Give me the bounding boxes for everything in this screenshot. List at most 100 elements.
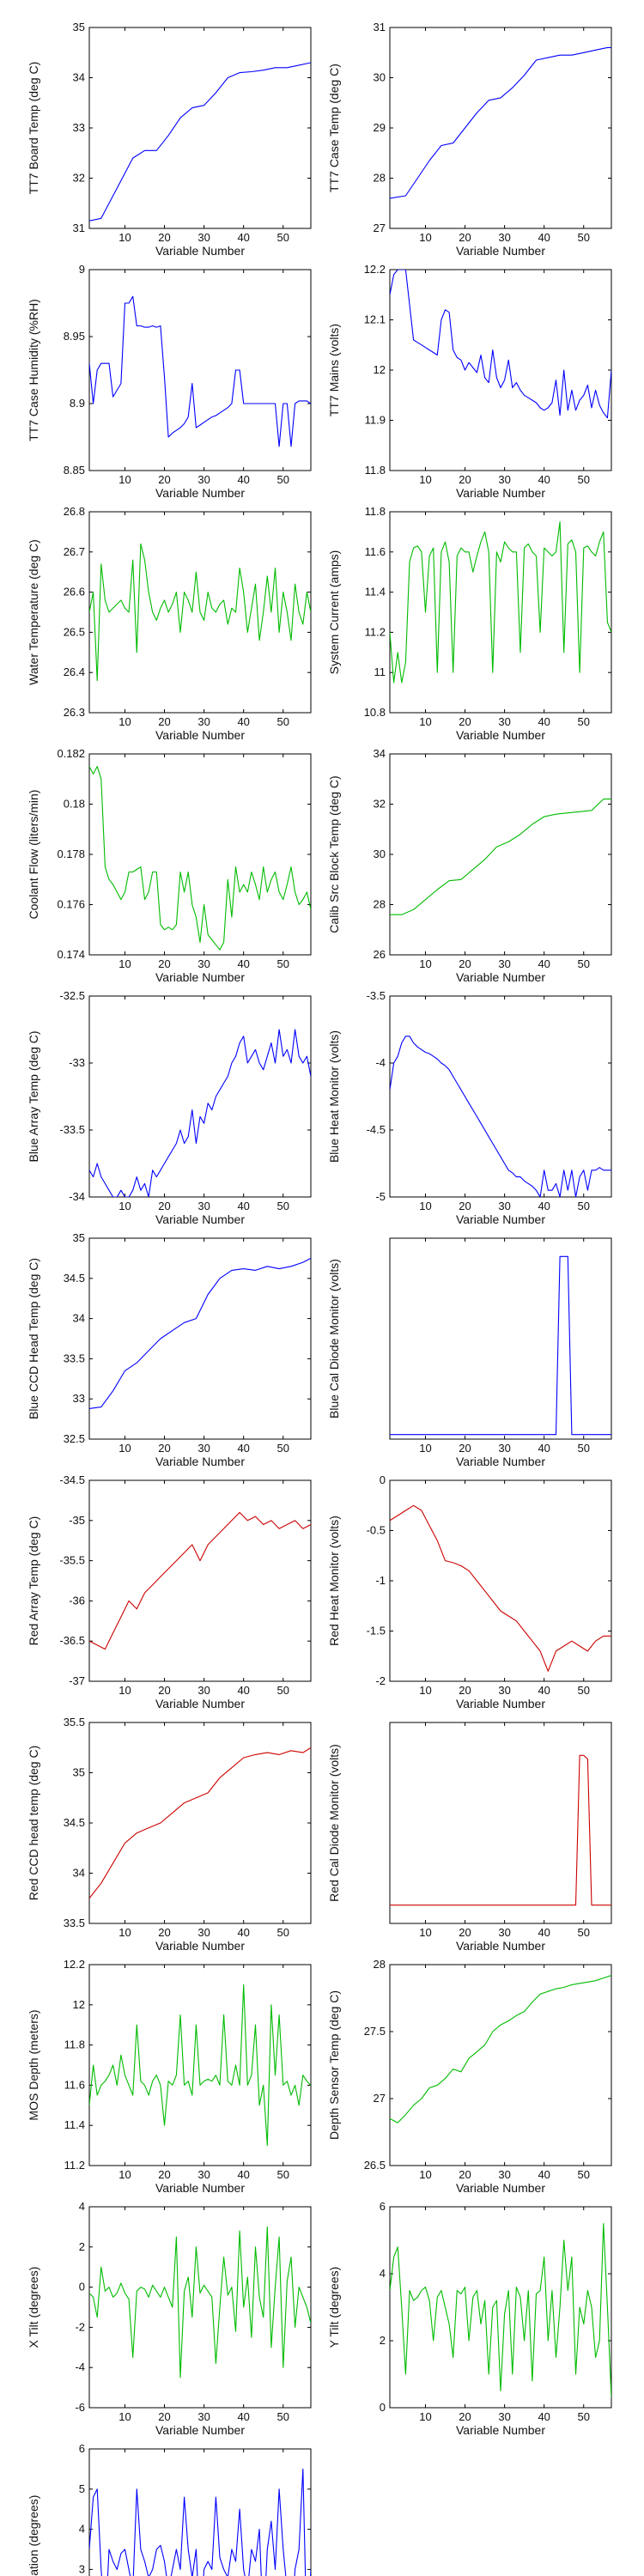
x-tick-label: 30 bbox=[498, 1684, 510, 1697]
y-tick-label: 30 bbox=[374, 71, 386, 84]
y-tick-label: 27.5 bbox=[364, 2025, 386, 2038]
y-tick-label: 4 bbox=[380, 2267, 386, 2280]
x-tick-label: 50 bbox=[578, 1926, 590, 1939]
chart-panel-2: 10 20 30 40 50 27 28 29 30 31 Variable Number TT7 C… bbox=[327, 21, 612, 258]
chart-panel-9: 10 20 30 40 50 -34 -33.5 -33 -32.5 Variable Numbe… bbox=[27, 989, 312, 1226]
series-line bbox=[89, 1747, 311, 1899]
x-tick-label: 10 bbox=[419, 715, 431, 728]
x-tick-label: 50 bbox=[277, 473, 289, 486]
y-tick-label: 35 bbox=[73, 1766, 85, 1779]
x-tick-label: 20 bbox=[459, 1684, 471, 1697]
y-tick-label: -36.5 bbox=[59, 1634, 85, 1647]
y-tick-label: 11.2 bbox=[64, 2159, 85, 2172]
chart-panel-8: 10 20 30 40 50 26 28 30 32 34 Variable Number Calib… bbox=[327, 747, 612, 984]
x-tick-label: 40 bbox=[237, 473, 249, 486]
x-tick-label: 20 bbox=[158, 1926, 170, 1939]
x-tick-label: 20 bbox=[158, 1684, 170, 1697]
y-tick-label: -35 bbox=[69, 1514, 85, 1527]
plot-frame bbox=[88, 753, 312, 956]
x-tick-label: 30 bbox=[498, 231, 510, 244]
y-tick-label: -1.5 bbox=[367, 1625, 386, 1637]
y-tick-label: -36 bbox=[69, 1594, 85, 1607]
plot-frame bbox=[88, 269, 312, 471]
y-tick-label: 35.5 bbox=[64, 1716, 85, 1728]
series-line bbox=[89, 2468, 311, 2576]
x-tick-label: 40 bbox=[237, 1200, 249, 1212]
y-tick-label: -4 bbox=[375, 1056, 386, 1069]
chart-panel-1: 10 20 30 40 50 31 32 33 34 35 Variable Number TT7 B… bbox=[27, 21, 312, 258]
x-axis-label: Variable Number bbox=[155, 244, 245, 258]
y-tick-label: 28 bbox=[374, 898, 386, 911]
x-axis-label: Variable Number bbox=[456, 244, 545, 258]
y-axis-label: TT7 Mains (volts) bbox=[327, 324, 341, 416]
x-axis-label: Variable Number bbox=[456, 970, 545, 984]
x-tick-label: 10 bbox=[118, 1684, 131, 1697]
chart-panel-7: 10 20 30 40 50 0.174 0.176 0.178 0.18 0.182 Variab… bbox=[27, 747, 312, 984]
x-tick-label: 30 bbox=[197, 231, 210, 244]
x-tick-label: 20 bbox=[459, 1442, 471, 1455]
y-tick-label: 11.6 bbox=[64, 2078, 85, 2091]
y-tick-label: 8.85 bbox=[64, 464, 85, 477]
y-tick-label: 0 bbox=[79, 2281, 85, 2293]
x-tick-label: 10 bbox=[419, 473, 431, 486]
series-line bbox=[390, 46, 611, 199]
x-tick-label: 30 bbox=[498, 1200, 510, 1212]
x-tick-label: 20 bbox=[459, 715, 471, 728]
x-tick-label: 50 bbox=[578, 2410, 590, 2423]
x-tick-label: 50 bbox=[578, 2168, 590, 2181]
series-line bbox=[89, 62, 311, 222]
x-tick-label: 10 bbox=[419, 1684, 431, 1697]
plot-frame bbox=[88, 995, 312, 1198]
y-tick-label: -1 bbox=[375, 1574, 386, 1587]
y-tick-label: 29 bbox=[374, 121, 386, 134]
plot-frame bbox=[88, 1479, 312, 1682]
x-tick-label: 50 bbox=[578, 231, 590, 244]
x-tick-label: 40 bbox=[237, 957, 249, 970]
y-axis-label: Red Cal Diode Monitor (volts) bbox=[327, 1744, 341, 1902]
x-tick-label: 40 bbox=[237, 1684, 249, 1697]
x-tick-label: 40 bbox=[538, 231, 550, 244]
y-tick-label: 0 bbox=[380, 2401, 386, 2414]
x-axis-label: Variable Number bbox=[155, 1212, 245, 1226]
y-tick-label: 31 bbox=[73, 222, 85, 234]
chart-panel-14: 10 20 30 40 50 -2 -1.5 -1 -0.5 0 Variable Number Re… bbox=[327, 1473, 612, 1710]
x-tick-label: 10 bbox=[118, 957, 131, 970]
y-tick-label: 31 bbox=[374, 21, 386, 33]
x-tick-label: 20 bbox=[158, 1442, 170, 1455]
y-tick-label: 32.5 bbox=[64, 1432, 85, 1445]
y-tick-label: 27 bbox=[374, 222, 386, 234]
y-axis-label: System Current (amps) bbox=[327, 550, 341, 675]
series-line bbox=[89, 766, 311, 951]
y-tick-label: 26.3 bbox=[64, 706, 85, 719]
x-tick-label: 50 bbox=[277, 231, 289, 244]
x-tick-label: 50 bbox=[578, 473, 590, 486]
series-line bbox=[390, 2222, 611, 2398]
y-tick-label: 26.4 bbox=[64, 665, 85, 678]
x-axis-label: Variable Number bbox=[456, 728, 545, 742]
y-axis-label: Y Tilt (degrees) bbox=[327, 2267, 341, 2348]
y-tick-label: -35.5 bbox=[59, 1554, 85, 1567]
x-tick-label: 30 bbox=[498, 473, 510, 486]
x-tick-label: 10 bbox=[419, 957, 431, 970]
x-tick-label: 10 bbox=[118, 2168, 131, 2181]
y-tick-label: 34.5 bbox=[64, 1272, 85, 1285]
y-tick-label: 11.6 bbox=[365, 545, 386, 558]
x-tick-label: 40 bbox=[538, 1200, 550, 1212]
plot-frame bbox=[389, 1722, 612, 1924]
x-tick-label: 20 bbox=[158, 715, 170, 728]
series-line bbox=[390, 521, 611, 683]
y-axis-label: Red Array Temp (deg C) bbox=[27, 1516, 40, 1646]
plot-frame bbox=[389, 1237, 612, 1440]
x-axis-label: Variable Number bbox=[155, 2181, 245, 2195]
plot-frame bbox=[389, 269, 612, 471]
x-axis-label: Variable Number bbox=[456, 1697, 545, 1710]
x-tick-label: 30 bbox=[498, 715, 510, 728]
y-tick-label: -6 bbox=[75, 2401, 85, 2414]
y-tick-label: 0.176 bbox=[57, 898, 85, 911]
y-tick-label: 12.1 bbox=[364, 313, 386, 326]
y-axis-label: Red CCD head temp (deg C) bbox=[27, 1746, 40, 1901]
x-tick-label: 20 bbox=[459, 1926, 471, 1939]
x-tick-label: 10 bbox=[419, 2168, 431, 2181]
y-tick-label: 11.4 bbox=[64, 2118, 85, 2131]
